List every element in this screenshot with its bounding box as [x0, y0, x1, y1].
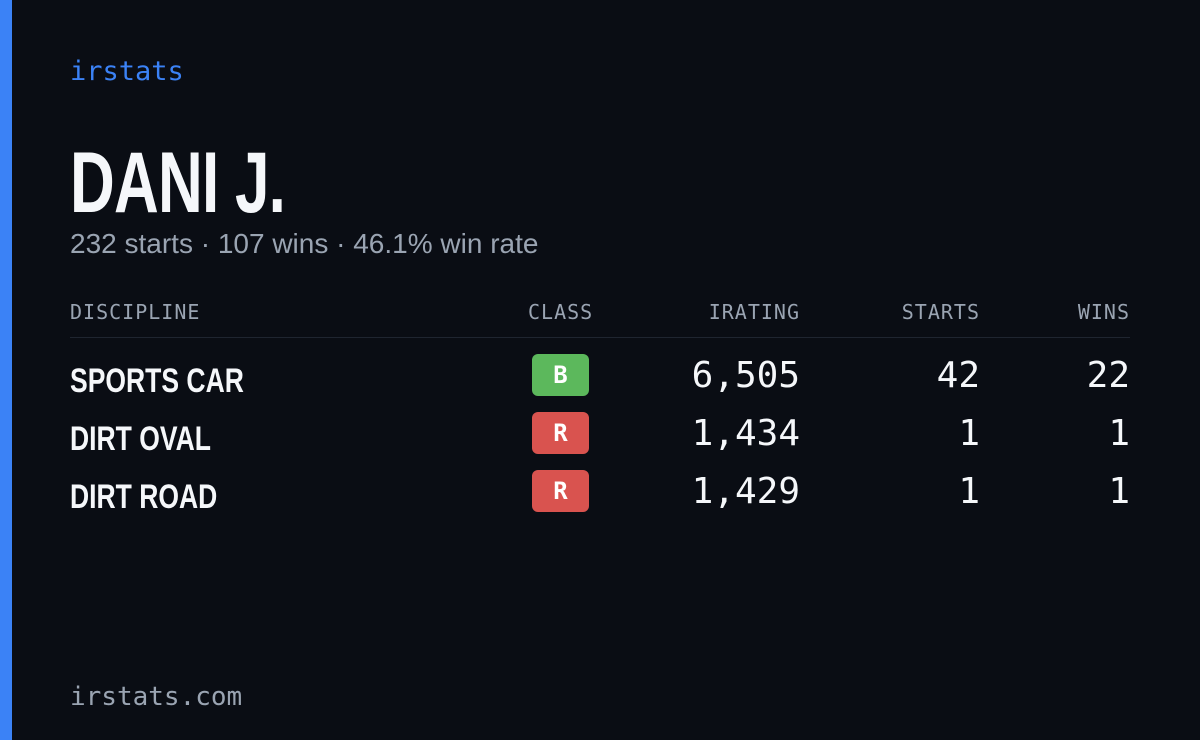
class-badge: B: [532, 354, 589, 396]
wins: 1: [1108, 413, 1130, 454]
wins: 1: [1108, 471, 1130, 512]
class-badge: R: [532, 412, 589, 454]
class-badge: R: [532, 470, 589, 512]
column-header: DISCIPLINE: [70, 300, 201, 324]
driver-name: DANI J.: [70, 135, 286, 231]
footer: irstats.com: [70, 682, 243, 712]
column-header: CLASS: [528, 300, 594, 324]
column-header: WINS: [1077, 300, 1130, 324]
discipline: DIRT OVAL: [70, 420, 211, 458]
starts: 1: [958, 471, 980, 512]
column-header: STARTS: [901, 300, 980, 324]
irating: 1,434: [691, 413, 800, 454]
brand: irstats: [70, 56, 184, 87]
wins: 22: [1086, 355, 1130, 396]
starts: 1: [958, 413, 980, 454]
header-rule: [70, 337, 1130, 338]
column-header: IRATING: [708, 300, 800, 324]
irating: 1,429: [691, 471, 800, 512]
discipline: SPORTS CAR: [70, 362, 244, 400]
discipline: DIRT ROAD: [70, 478, 218, 516]
starts: 42: [936, 355, 980, 396]
irating: 6,505: [691, 355, 800, 396]
summary: 232 starts · 107 wins · 46.1% win rate: [70, 228, 539, 259]
accent-bar: [0, 0, 12, 740]
